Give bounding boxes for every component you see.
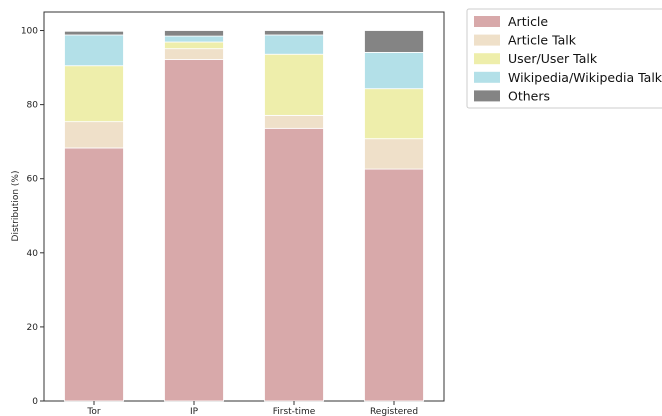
bar-segment-first-time-article-talk	[264, 114, 324, 129]
bar-segment-first-time-wikipedia-wikipedia-talk	[264, 34, 324, 55]
bar-segment-registered-others	[364, 30, 424, 53]
legend-swatch	[474, 90, 500, 102]
legend-label: Article	[508, 14, 548, 29]
bar-segment-first-time-user-user-talk	[264, 53, 324, 116]
legend-label: Article Talk	[508, 33, 577, 48]
bar-segment-ip-others	[164, 30, 224, 37]
x-tick-label: IP	[190, 407, 199, 416]
legend-swatch	[474, 71, 500, 83]
bar-segment-tor-wikipedia-wikipedia-talk	[64, 34, 124, 67]
x-axis-ticks: Tor IP First-time Registered	[86, 401, 418, 416]
y-tick-label: 40	[27, 249, 39, 259]
bar-segment-registered-article	[364, 168, 424, 402]
y-tick-label: 20	[27, 323, 39, 333]
bar-segment-first-time-article	[264, 127, 324, 402]
bar-segment-ip-article	[164, 59, 224, 402]
y-tick-label: 60	[27, 175, 39, 185]
bar-segment-tor-user-user-talk	[64, 65, 124, 123]
bar-segment-registered-article-talk	[364, 138, 424, 170]
bar-segment-registered-wikipedia-wikipedia-talk	[364, 51, 424, 90]
bar-segment-tor-article	[64, 147, 124, 402]
legend-label: User/User Talk	[508, 51, 598, 66]
legend: Article Article Talk User/User Talk Wikiped…	[466, 8, 662, 109]
bar-segment-tor-article-talk	[64, 121, 124, 149]
legend-label: Others	[508, 88, 550, 103]
y-axis-ticks: 0 20 40 60 80 100	[21, 27, 44, 407]
legend-box	[466, 8, 662, 109]
bars	[64, 30, 424, 402]
x-tick-label: Registered	[370, 407, 418, 416]
y-tick-label: 100	[21, 27, 38, 37]
legend-label: Wikipedia/Wikipedia Talk	[508, 70, 662, 85]
y-axis-label: Distribution (%)	[11, 171, 21, 242]
bar-segment-ip-article-talk	[164, 48, 224, 60]
bar-segment-registered-user-user-talk	[364, 88, 424, 140]
bar-segment-first-time-others	[264, 30, 324, 36]
legend-swatch	[474, 53, 500, 65]
x-tick-label: Tor	[86, 407, 100, 416]
legend-swatch	[474, 34, 500, 46]
bar-segment-ip-user-user-talk	[164, 41, 224, 50]
bar-segment-ip-wikipedia-wikipedia-talk	[164, 35, 224, 43]
x-tick-label: First-time	[273, 407, 316, 416]
y-tick-label: 0	[32, 397, 38, 407]
y-tick-label: 80	[27, 101, 39, 111]
legend-swatch	[474, 16, 500, 27]
bar-segment-tor-others	[64, 30, 124, 36]
